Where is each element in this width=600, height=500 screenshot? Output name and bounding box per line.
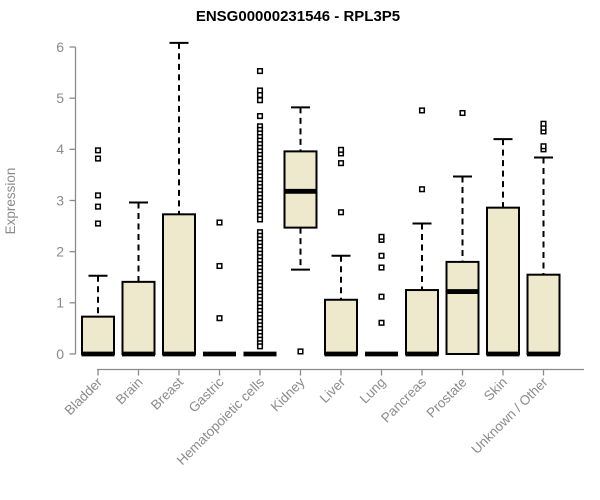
- outlier-point: [216, 219, 223, 226]
- outlier-point: [337, 209, 345, 216]
- x-tick-label-liver: Liver: [317, 374, 349, 406]
- plot-area: [81, 41, 561, 357]
- boxplot-unknown-other: [526, 120, 561, 357]
- iqr-box: [81, 315, 115, 356]
- x-tick-label-prostate: Prostate: [423, 375, 469, 421]
- outlier-point: [256, 216, 264, 223]
- outlier-point: [256, 343, 264, 350]
- y-tick-label-3: 3: [56, 192, 64, 208]
- x-tick-label-lung: Lung: [357, 375, 389, 407]
- iqr-box: [526, 273, 561, 356]
- outlier-point: [378, 319, 385, 326]
- boxplot-hematopoietic-cells: [243, 67, 277, 357]
- x-tick-label-kidney: Kidney: [268, 374, 308, 414]
- outlier-point: [540, 120, 547, 127]
- outlier-point: [337, 146, 345, 153]
- outlier-point: [540, 143, 547, 150]
- y-tick-label-6: 6: [56, 39, 64, 55]
- outlier-point: [256, 97, 264, 104]
- iqr-box: [121, 280, 156, 356]
- outlier-point: [418, 107, 426, 114]
- boxplot-pancreas: [405, 107, 439, 357]
- boxplot-lung: [365, 233, 398, 357]
- iqr-box: [324, 298, 358, 356]
- x-tick-label-skin: Skin: [481, 375, 510, 404]
- y-tick-label-1: 1: [56, 295, 64, 311]
- x-tick-label-pancreas: Pancreas: [378, 374, 429, 425]
- boxplot-bladder: [81, 147, 115, 357]
- boxplot-breast: [162, 41, 196, 357]
- outlier-point: [94, 192, 102, 199]
- boxplot-liver: [324, 146, 358, 357]
- outlier-point: [256, 67, 264, 75]
- outlier-point: [459, 109, 466, 117]
- outlier-point: [378, 233, 385, 240]
- boxplot-gastric: [203, 219, 236, 357]
- outlier-point: [378, 264, 385, 271]
- outlier-point: [297, 348, 304, 355]
- boxplot-brain: [121, 201, 156, 357]
- outlier-point: [94, 147, 102, 154]
- iqr-box: [405, 289, 439, 355]
- iqr-box: [445, 260, 480, 355]
- boxplot-kidney: [283, 106, 318, 355]
- outlier-point: [256, 92, 264, 99]
- x-tick-label-brain: Brain: [113, 375, 146, 408]
- y-tick-label-0: 0: [56, 346, 64, 362]
- boxplot-prostate: [445, 109, 480, 355]
- outlier-point: [94, 220, 102, 227]
- outlier-point: [378, 252, 385, 259]
- boxplot-skin: [486, 138, 520, 357]
- iqr-box: [486, 206, 520, 355]
- chart-title: ENSG00000231546 - RPL3P5: [196, 8, 400, 25]
- y-tick-label-4: 4: [56, 141, 64, 157]
- outlier-point: [256, 113, 264, 120]
- outlier-point: [337, 160, 345, 167]
- outlier-point: [94, 203, 102, 210]
- outlier-point: [418, 186, 426, 193]
- outlier-point: [378, 293, 385, 300]
- y-tick-label-2: 2: [56, 243, 64, 259]
- outlier-point: [216, 315, 223, 322]
- y-axis-label: Expression: [3, 168, 18, 235]
- iqr-box: [162, 213, 196, 355]
- outlier-point: [216, 262, 223, 270]
- y-tick-label-5: 5: [56, 90, 64, 106]
- x-tick-label-unknown-other: Unknown / Other: [468, 374, 551, 457]
- x-tick-label-bladder: Bladder: [62, 374, 106, 418]
- x-tick-label-breast: Breast: [148, 374, 186, 412]
- outlier-point: [94, 155, 102, 162]
